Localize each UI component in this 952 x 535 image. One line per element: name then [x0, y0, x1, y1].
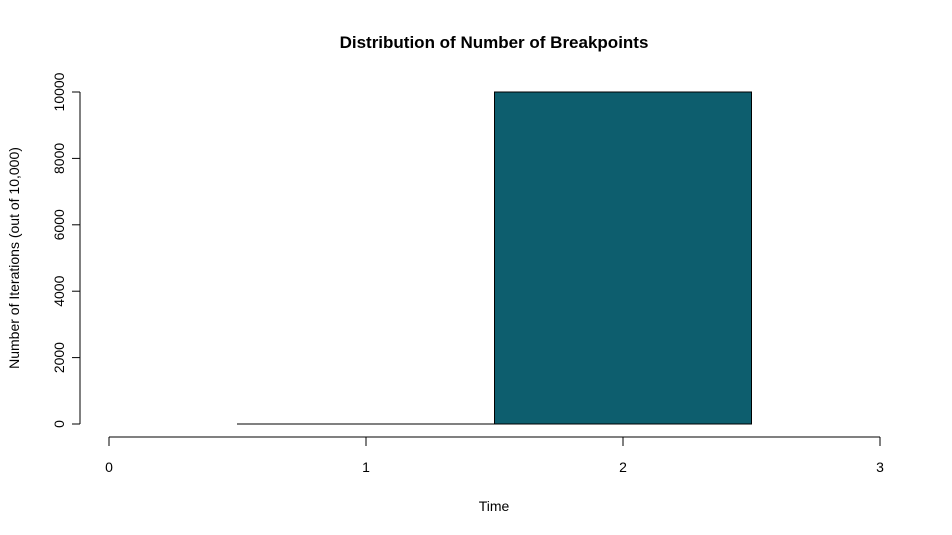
- x-tick-label: 0: [105, 459, 113, 475]
- y-tick-label: 8000: [51, 143, 67, 174]
- y-tick-label: 4000: [51, 275, 67, 306]
- bar-2: [494, 91, 752, 425]
- chart-title: Distribution of Number of Breakpoints: [340, 33, 649, 52]
- x-axis: 0 1 2 3: [105, 436, 884, 475]
- y-tick-label: 6000: [51, 209, 67, 240]
- x-tick-label: 3: [876, 459, 884, 475]
- x-tick-label: 2: [619, 459, 627, 475]
- x-tick-label: 1: [362, 459, 370, 475]
- y-axis: 0 2000 4000 6000 8000 10000: [51, 72, 81, 428]
- bars-layer: [237, 91, 752, 425]
- y-axis-label: Number of Iterations (out of 10,000): [6, 147, 22, 369]
- x-axis-label: Time: [479, 498, 510, 514]
- y-tick-label: 2000: [51, 342, 67, 373]
- y-tick-label: 10000: [51, 72, 67, 111]
- y-tick-label: 0: [51, 420, 67, 428]
